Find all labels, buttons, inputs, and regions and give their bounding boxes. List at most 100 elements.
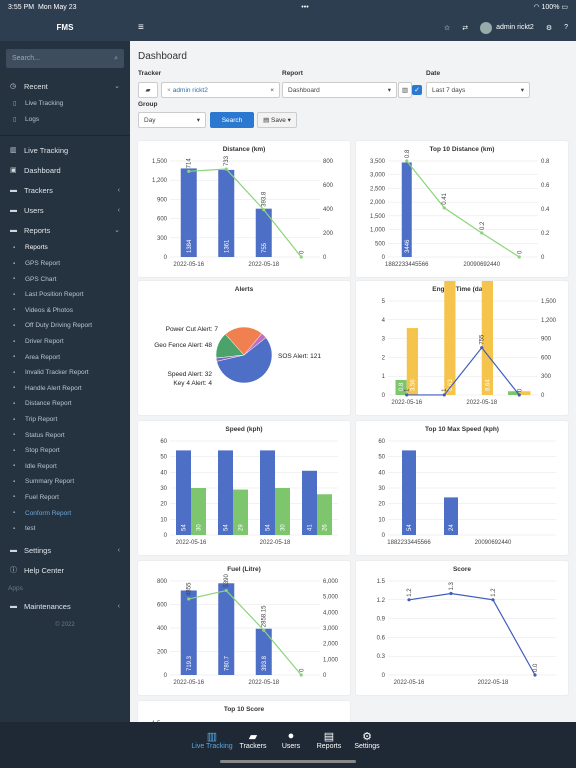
sidebar-report-item[interactable]: ▪ Last Position Report: [13, 291, 84, 299]
report-icon: ▪: [13, 447, 16, 454]
sidebar-report-item[interactable]: ▪ Summary Report: [13, 478, 75, 486]
sidebar-report-item[interactable]: ▪ Handle Alert Report: [13, 384, 82, 392]
bar: [180, 590, 197, 675]
line-value-label: 714: [187, 158, 193, 169]
bar-value-label: 780.7: [224, 655, 230, 671]
date-select[interactable]: Last 7 days ▾: [426, 82, 530, 98]
pie-slice: [224, 326, 263, 356]
star-icon[interactable]: ☆: [443, 24, 451, 32]
sidebar-item-settings[interactable]: ▬ Settings ‹: [10, 545, 120, 555]
sidebar-report-item[interactable]: ▪ Invalid Tracker Report: [13, 369, 89, 377]
bar: [317, 494, 332, 535]
search-button[interactable]: Search: [210, 112, 254, 128]
translate-icon[interactable]: ⇄: [462, 24, 469, 32]
sidebar-report-item[interactable]: ▪ Idle Report: [13, 462, 57, 470]
line-value-label: 1: [405, 388, 411, 392]
copyright: © 2022: [55, 622, 75, 629]
bar-value-label: 54: [407, 524, 413, 531]
help-icon[interactable]: ?: [564, 24, 568, 31]
clear-icon[interactable]: ×: [270, 86, 274, 94]
tab-users[interactable]: ● Users: [272, 730, 310, 750]
bar: [255, 628, 272, 675]
alerts-card: Alerts SOS Alert: 121 Key 4 Alert: 4 Speed …: [138, 281, 350, 415]
menu-icon[interactable]: ≡: [138, 22, 144, 33]
tracker-select[interactable]: × admin rickt2 ×: [161, 82, 280, 98]
truck-icon[interactable]: ▰: [138, 82, 158, 98]
sidebar-report-item[interactable]: ▪ Distance Report: [13, 400, 72, 408]
tag-remove-icon[interactable]: ×: [167, 86, 171, 94]
y2-tick-label: 0: [541, 255, 545, 261]
date-label: Date: [426, 70, 441, 77]
y2-tick-label: 0.2: [541, 231, 550, 237]
sidebar-item-dashboard[interactable]: ▣ Dashboard: [10, 165, 61, 175]
folder-icon: ▬: [10, 546, 17, 554]
y-tick-label: 3,000: [370, 173, 386, 179]
line-point: [517, 393, 521, 397]
avatar[interactable]: [480, 21, 493, 34]
series-line: [406, 346, 520, 396]
report-icon: ▪: [13, 338, 16, 345]
line-point: [405, 393, 409, 397]
sidebar-report-item[interactable]: ▪ GPS Report: [13, 260, 61, 268]
sidebar-report-item[interactable]: ▪ GPS Chart: [13, 275, 57, 283]
search-icon[interactable]: ⌕: [114, 54, 118, 62]
sidebar-item-users[interactable]: ▬ Users ‹: [10, 205, 120, 215]
bar-value-label: 3.56: [410, 379, 416, 391]
report-icon: ▪: [13, 525, 16, 532]
line-point: [299, 255, 303, 259]
y-tick-label: 60: [378, 439, 385, 445]
series-line: [406, 160, 520, 258]
report-select[interactable]: Dashboard ▾: [282, 82, 397, 98]
tracker-label: Tracker: [138, 70, 162, 77]
sidebar-item-maintenances[interactable]: ▬ Maintenances ‹: [10, 601, 120, 611]
sidebar-item-recent[interactable]: ◷ Recent ⌄: [10, 81, 120, 91]
report-icon: ▪: [13, 494, 16, 501]
bar: [191, 488, 206, 535]
sidebar-item-live-tracking[interactable]: ▥ Live Tracking: [10, 145, 69, 155]
sidebar-report-item[interactable]: ▪ Reports: [13, 244, 48, 252]
y2-tick-label: 0: [323, 255, 327, 261]
sidebar-report-item[interactable]: ▪ Status Report: [13, 431, 65, 439]
recent-item[interactable]: ▯ Logs: [13, 115, 40, 123]
x-tick-label: 2022-05-16: [173, 262, 204, 268]
chevron-down-icon: ⌄: [114, 83, 120, 90]
line-value-label: 1: [442, 388, 448, 392]
speed-card: Speed (kph) 0 10 20 30 40 50 60 54 30 2022-05-16 54…: [138, 421, 350, 555]
sidebar-item-trackers[interactable]: ▬ Trackers ‹: [10, 185, 120, 195]
recent-item[interactable]: ▯ Live Tracking: [13, 100, 64, 108]
sidebar-report-item[interactable]: ▪ Off Duty Driving Report: [13, 322, 93, 330]
gear-icon[interactable]: ⚙: [545, 24, 553, 32]
line-point: [187, 597, 191, 601]
y-tick-label: 0: [382, 255, 386, 261]
y-tick-label: 300: [157, 236, 168, 242]
search-input[interactable]: Search...: [12, 55, 41, 62]
bar-chart-icon[interactable]: ▥: [398, 82, 412, 98]
sidebar-report-item[interactable]: ▪ test: [13, 525, 36, 533]
checkbox[interactable]: ✓: [412, 85, 422, 95]
y-tick-label: 1.5: [377, 579, 386, 585]
sidebar-report-item[interactable]: ▪ Videos & Photos: [13, 306, 73, 314]
truck-icon: ▰: [248, 731, 258, 743]
save-button[interactable]: ▤ Save ▾: [257, 112, 297, 128]
sidebar-item-help-center[interactable]: ⓘ Help Center: [10, 565, 65, 575]
group-select[interactable]: Day ▾: [138, 112, 206, 128]
sidebar-report-item[interactable]: ▪ Stop Report: [13, 447, 60, 455]
sidebar-report-item[interactable]: ▪ Fuel Report: [13, 493, 59, 501]
tab-reports[interactable]: ▤ Reports: [310, 730, 348, 750]
y-tick-label: 1,500: [152, 159, 168, 165]
tab-live-tracking[interactable]: ▥ Live Tracking: [191, 731, 233, 750]
bar-value-label: 0.2: [523, 382, 529, 391]
report-icon: ▪: [13, 400, 16, 407]
y-tick-label: 20: [378, 502, 385, 508]
sidebar-report-item[interactable]: ▪ Driver Report: [13, 338, 64, 346]
app-title: FMS: [0, 14, 130, 41]
user-name[interactable]: admin rickt2: [496, 24, 534, 31]
tab-settings[interactable]: ⚙ Settings: [348, 730, 386, 750]
sidebar-report-item[interactable]: ▪ Trip Report: [13, 416, 58, 424]
sidebar-search[interactable]: Search... ⌕: [6, 49, 124, 68]
tab-trackers[interactable]: ▰ Trackers: [234, 730, 272, 750]
sidebar-report-item[interactable]: ▪ Area Report: [13, 353, 61, 361]
sidebar-item-reports[interactable]: ▬ Reports ⌄: [10, 225, 120, 235]
sidebar-report-item[interactable]: ▪ Conform Report: [13, 509, 72, 517]
line-point: [480, 346, 484, 350]
